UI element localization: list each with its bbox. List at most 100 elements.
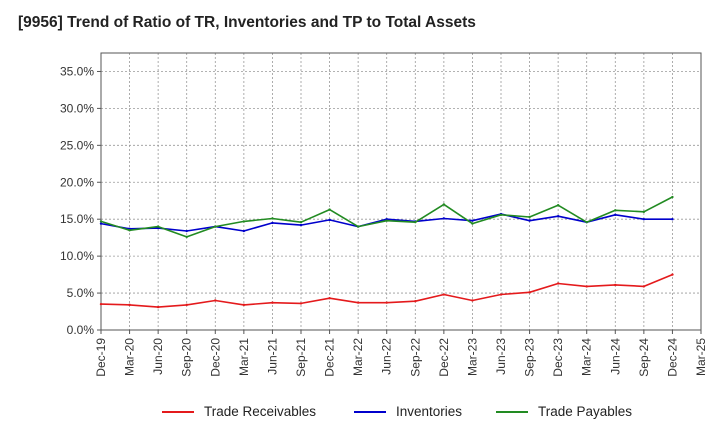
- x-tick-label: Dec-24: [665, 338, 679, 377]
- x-tick-label: Dec-20: [208, 338, 222, 377]
- x-tick-label: Mar-25: [694, 338, 708, 376]
- y-tick-label: 35.0%: [60, 64, 94, 78]
- data-point-trade-payables: [271, 217, 274, 220]
- data-point-trade-receivables: [642, 285, 646, 288]
- x-tick-labels: Dec-19 Mar-20 Jun-20 Sep-20 Dec-20 Mar-21 Jun-…: [94, 338, 708, 377]
- x-tick-label: Dec-22: [437, 338, 451, 377]
- data-point-inventories: [328, 218, 331, 222]
- data-point-inventories: [99, 222, 103, 225]
- data-point-trade-payables: [585, 220, 588, 224]
- data-point-trade-payables: [414, 220, 417, 224]
- data-point-inventories: [185, 229, 188, 233]
- y-tick-label: 5.0%: [67, 286, 95, 300]
- data-point-trade-receivables: [99, 302, 103, 306]
- legend-label-trade-payables: Trade Payables: [538, 404, 633, 419]
- x-tick-label: Sep-21: [294, 338, 308, 377]
- data-point-inventories: [642, 218, 646, 221]
- x-tick-label: Jun-24: [608, 338, 622, 375]
- legend-item-trade-receivables: Trade Receivables: [162, 404, 316, 419]
- x-tick-label: Mar-21: [237, 338, 251, 376]
- x-tick-label: Jun-21: [265, 338, 279, 375]
- data-point-trade-payables: [156, 225, 160, 228]
- data-point-inventories: [299, 223, 303, 227]
- data-point-trade-receivables: [356, 301, 360, 304]
- data-point-trade-receivables: [128, 303, 131, 307]
- grid: [101, 53, 701, 330]
- data-point-trade-payables: [99, 220, 103, 223]
- data-point-trade-payables: [185, 235, 188, 239]
- data-point-inventories: [671, 218, 674, 221]
- data-point-trade-receivables: [271, 301, 274, 304]
- x-tick-label: Mar-24: [580, 338, 594, 376]
- x-tick-label: Sep-24: [637, 338, 651, 377]
- data-point-trade-receivables: [556, 282, 560, 285]
- data-point-trade-payables: [671, 195, 674, 199]
- data-point-trade-payables: [471, 222, 474, 225]
- x-tick-label: Sep-20: [180, 338, 194, 377]
- x-tick-label: Jun-23: [494, 338, 508, 375]
- x-tick-label: Sep-22: [408, 338, 422, 377]
- data-point-trade-receivables: [185, 303, 188, 307]
- data-point-trade-receivables: [499, 293, 503, 296]
- data-point-trade-payables: [528, 215, 531, 219]
- data-point-trade-payables: [642, 210, 646, 214]
- y-tick-label: 20.0%: [60, 175, 94, 189]
- axes: [97, 52, 702, 334]
- legend-swatch-inventories: [354, 410, 386, 413]
- legend-swatch-trade-receivables: [162, 410, 194, 413]
- data-point-inventories: [271, 221, 274, 225]
- data-point-trade-payables: [385, 219, 388, 222]
- chart-title: [9956] Trend of Ratio of TR, Inventories…: [18, 14, 476, 31]
- data-point-trade-payables: [242, 220, 246, 223]
- x-tick-label: Sep-23: [523, 338, 537, 377]
- data-point-inventories: [242, 229, 246, 233]
- x-tick-label: Mar-22: [351, 338, 365, 376]
- x-tick-label: Dec-21: [323, 338, 337, 377]
- data-point-trade-payables: [614, 209, 617, 212]
- data-point-trade-receivables: [214, 299, 217, 302]
- data-point-trade-payables: [128, 229, 131, 232]
- y-tick-label: 0.0%: [67, 323, 95, 337]
- data-point-trade-payables: [328, 208, 331, 211]
- data-point-trade-receivables: [414, 299, 417, 303]
- y-tick-label: 30.0%: [60, 101, 94, 115]
- data-point-inventories: [471, 219, 474, 222]
- y-tick-label: 25.0%: [60, 138, 94, 152]
- data-point-trade-receivables: [385, 301, 388, 304]
- legend-label-trade-receivables: Trade Receivables: [204, 404, 317, 419]
- y-tick-label: 10.0%: [60, 249, 94, 263]
- legend-label-inventories: Inventories: [396, 404, 463, 419]
- data-point-trade-payables: [442, 203, 446, 206]
- x-tick-label: Mar-23: [465, 338, 479, 376]
- legend-swatch-trade-payables: [496, 410, 528, 413]
- x-tick-label: Dec-19: [94, 338, 108, 377]
- y-tick-labels: 0.0% 5.0% 10.0% 15.0% 20.0% 25.0% 30.0% 35.0%: [60, 64, 94, 337]
- x-tick-label: Mar-20: [123, 338, 137, 376]
- data-point-trade-receivables: [328, 297, 331, 300]
- plot-frame: [100, 52, 702, 331]
- legend-item-trade-payables: Trade Payables: [496, 404, 632, 419]
- data-point-trade-receivables: [585, 285, 588, 288]
- y-tick-label: 15.0%: [60, 212, 94, 226]
- data-point-trade-payables: [214, 225, 217, 228]
- series-lines: [99, 195, 674, 309]
- data-point-trade-receivables: [471, 299, 474, 302]
- data-point-trade-receivables: [671, 273, 674, 276]
- data-point-trade-payables: [299, 220, 303, 224]
- data-point-trade-receivables: [528, 291, 531, 294]
- x-tick-label: Jun-20: [151, 338, 165, 375]
- x-tick-label: Jun-22: [380, 338, 394, 375]
- data-point-trade-receivables: [614, 283, 617, 287]
- legend-item-inventories: Inventories: [354, 404, 462, 419]
- data-point-trade-receivables: [442, 293, 446, 296]
- data-point-trade-payables: [556, 203, 560, 207]
- data-point-trade-receivables: [299, 302, 303, 305]
- data-point-trade-payables: [499, 213, 503, 216]
- data-point-inventories: [556, 215, 560, 218]
- data-point-trade-receivables: [156, 305, 160, 309]
- data-point-inventories: [528, 219, 531, 222]
- data-point-inventories: [442, 217, 446, 220]
- data-point-inventories: [614, 213, 617, 216]
- data-point-trade-payables: [356, 225, 360, 228]
